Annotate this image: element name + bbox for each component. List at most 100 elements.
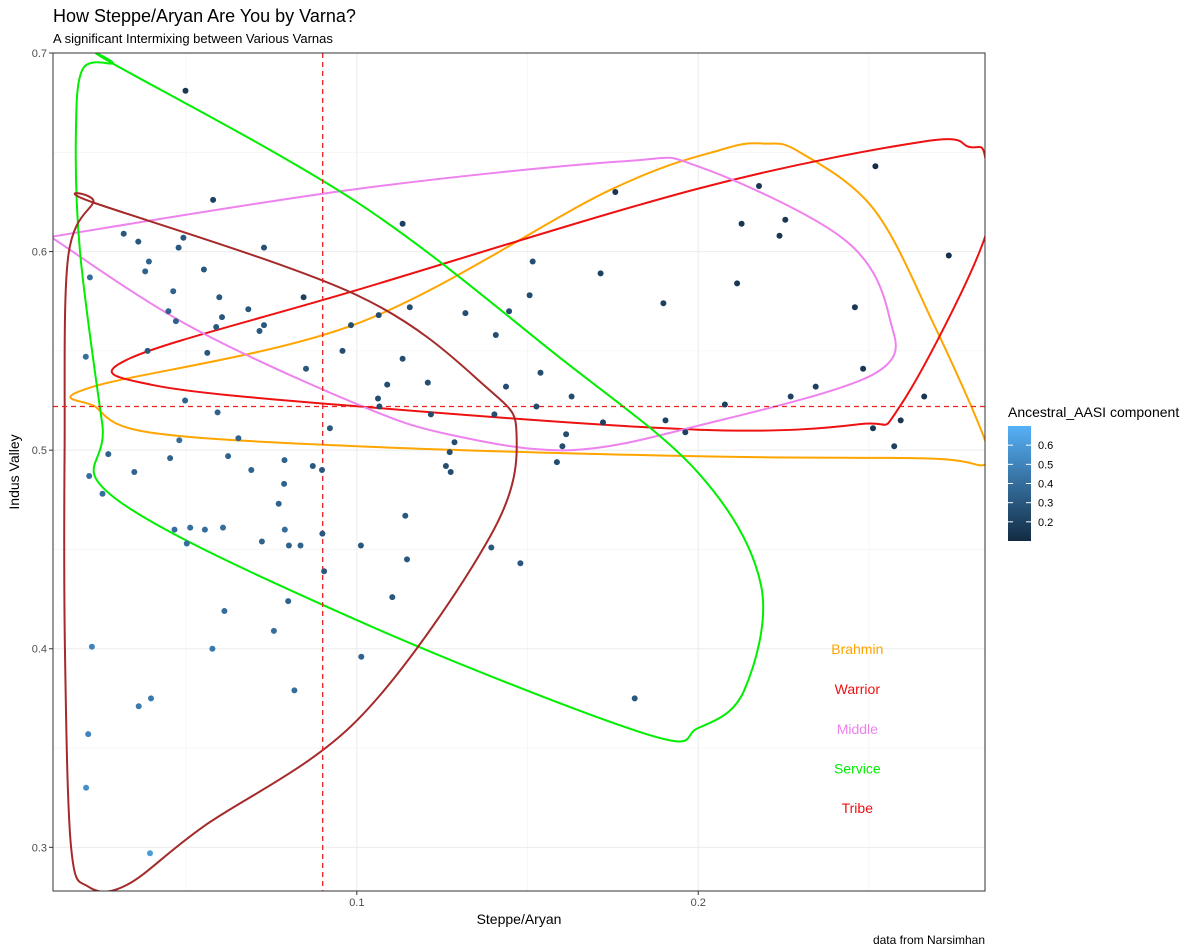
data-point xyxy=(187,524,194,531)
data-point xyxy=(921,393,928,400)
data-point xyxy=(402,512,409,519)
data-point xyxy=(945,252,952,259)
data-point xyxy=(738,220,745,227)
data-point xyxy=(424,379,431,386)
data-point xyxy=(142,268,149,275)
data-point xyxy=(99,490,106,497)
data-point xyxy=(851,304,858,311)
data-point xyxy=(261,244,267,251)
data-point xyxy=(221,608,228,614)
data-point xyxy=(180,234,187,241)
data-point xyxy=(216,294,223,301)
data-point xyxy=(281,480,288,487)
data-point xyxy=(326,425,333,432)
data-point xyxy=(258,538,265,545)
data-point xyxy=(357,542,364,549)
data-point xyxy=(170,288,177,295)
data-point xyxy=(427,411,434,418)
data-point xyxy=(568,393,575,400)
data-point xyxy=(447,469,454,475)
data-point xyxy=(533,403,540,410)
data-point xyxy=(182,397,189,404)
data-point xyxy=(261,322,267,329)
legend-tick-label: 0.4 xyxy=(1038,479,1053,491)
legend-ticks: 0.2 0.3 0.4 0.5 0.6 xyxy=(1008,440,1053,529)
data-point xyxy=(165,308,172,315)
data-point xyxy=(559,443,566,450)
data-point xyxy=(309,463,316,469)
ellipse-brahmin xyxy=(69,142,985,467)
y-axis-title: Indus Valley xyxy=(6,434,22,509)
data-point xyxy=(860,365,867,372)
data-point xyxy=(384,381,391,388)
y-tick-label: 0.5 xyxy=(32,445,47,457)
data-point xyxy=(135,703,142,710)
data-point xyxy=(462,310,469,317)
data-point xyxy=(446,449,453,456)
data-point xyxy=(120,230,127,237)
legend-title: Ancestral_AASI component xyxy=(1008,404,1179,420)
data-point xyxy=(563,431,570,438)
plot-panel xyxy=(53,53,985,891)
data-point xyxy=(171,526,178,533)
data-point xyxy=(870,425,876,432)
data-point xyxy=(776,232,783,239)
legend-tick-label: 0.3 xyxy=(1038,498,1053,510)
data-point xyxy=(537,369,544,376)
data-point xyxy=(399,220,406,227)
data-point xyxy=(135,238,142,245)
data-point xyxy=(214,409,221,416)
data-point xyxy=(85,731,92,738)
caption: data from Narsimhan xyxy=(873,933,985,947)
data-point xyxy=(248,467,255,473)
data-point xyxy=(225,453,232,460)
axis-ticks: 0.1 0.2 0.3 0.4 0.5 0.6 0.7 xyxy=(32,48,706,909)
data-point xyxy=(491,411,498,418)
data-point xyxy=(612,189,619,195)
data-point xyxy=(597,270,604,277)
data-point xyxy=(406,304,413,311)
varna-ellipses xyxy=(53,53,985,891)
data-point xyxy=(291,687,298,694)
label-warrior: Warrior xyxy=(835,681,881,697)
data-point xyxy=(281,526,288,533)
data-point xyxy=(319,467,325,473)
ellipse-service xyxy=(74,53,765,743)
data-point xyxy=(204,349,211,356)
data-point xyxy=(321,568,328,575)
data-point xyxy=(451,439,458,446)
data-point xyxy=(506,308,513,315)
data-point xyxy=(86,473,93,479)
label-service: Service xyxy=(834,760,881,776)
data-point xyxy=(88,643,95,650)
y-tick-label: 0.7 xyxy=(32,48,47,60)
data-point xyxy=(812,383,819,390)
data-point xyxy=(167,455,174,462)
data-point xyxy=(176,437,183,444)
legend-tick-label: 0.6 xyxy=(1038,440,1053,452)
data-point xyxy=(201,526,208,533)
x-tick-label: 0.2 xyxy=(691,897,706,909)
y-tick-label: 0.6 xyxy=(32,247,47,259)
data-point xyxy=(245,306,252,313)
group-labels: Brahmin Warrior Middle Service Tribe xyxy=(831,641,883,816)
data-point xyxy=(526,292,533,299)
data-point xyxy=(182,87,189,94)
data-point xyxy=(303,365,309,372)
data-point xyxy=(492,332,499,338)
data-point xyxy=(131,469,138,475)
data-point xyxy=(235,435,242,442)
data-point xyxy=(756,183,762,189)
data-point xyxy=(358,653,365,660)
data-point xyxy=(376,403,383,410)
data-point xyxy=(219,314,225,321)
data-point xyxy=(183,540,190,547)
legend-tick-label: 0.5 xyxy=(1038,459,1053,471)
data-point xyxy=(488,544,495,551)
data-point xyxy=(787,393,794,400)
data-point xyxy=(529,258,536,265)
data-point xyxy=(275,500,282,507)
data-point xyxy=(631,695,638,702)
data-point xyxy=(148,695,154,702)
